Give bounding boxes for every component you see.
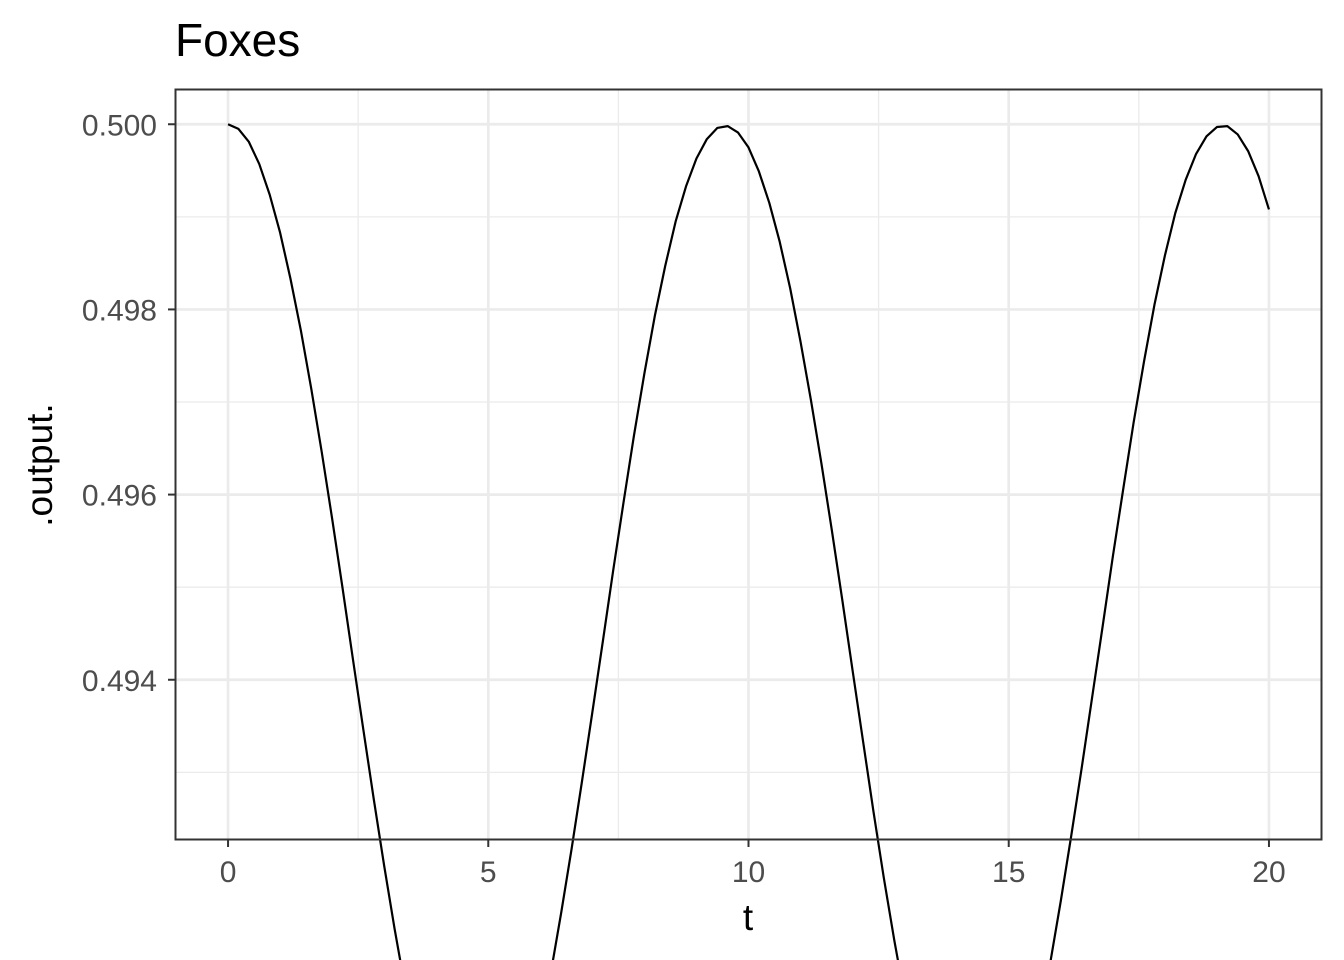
x-axis: 0 5 10 15 20 <box>220 840 1286 889</box>
y-tick-label-3: 0.500 <box>82 109 157 142</box>
x-axis-title: t <box>743 897 754 938</box>
major-gridlines <box>176 90 1321 839</box>
y-tick-label-1: 0.496 <box>82 480 157 513</box>
y-axis: 0.494 0.496 0.498 0.500 <box>82 109 175 698</box>
x-tick-label-1: 5 <box>480 856 497 889</box>
series-line-0 <box>227 123 1271 960</box>
x-tick-label-2: 10 <box>732 856 765 889</box>
plot-panel-border <box>174 88 1323 841</box>
x-tick-label-4: 20 <box>1252 856 1285 889</box>
x-tick-label-3: 15 <box>992 856 1025 889</box>
x-tick-label-0: 0 <box>220 856 237 889</box>
y-tick-label-2: 0.498 <box>82 294 157 327</box>
chart-title: Foxes <box>175 14 300 66</box>
y-axis-title: .output. <box>19 403 60 526</box>
y-tick-label-0: 0.494 <box>82 665 157 698</box>
series-layer <box>227 123 1271 960</box>
